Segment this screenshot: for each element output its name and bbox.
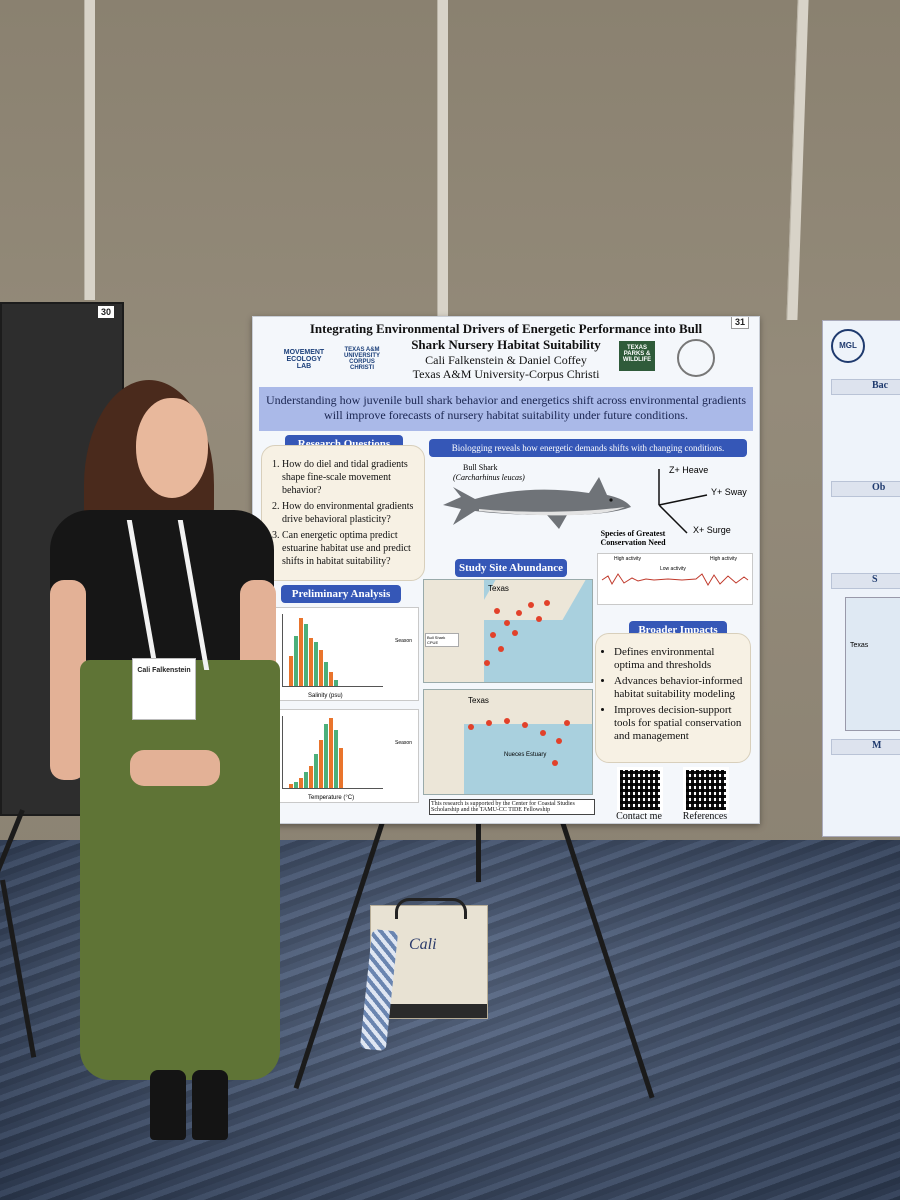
histogram-bar bbox=[319, 740, 323, 788]
conservation-note: Species of Greatest Conservation Need bbox=[600, 529, 666, 547]
question-2: How do environmental gradients drive beh… bbox=[282, 500, 418, 526]
axis-sway: Y+ Sway bbox=[711, 487, 747, 497]
adjacent-header: Bac bbox=[831, 379, 900, 395]
shark-name: Bull Shark bbox=[463, 463, 498, 472]
trace-label: High activity bbox=[614, 556, 641, 562]
histogram-bar bbox=[324, 724, 328, 788]
accelerometer-axes-icon bbox=[658, 469, 708, 534]
study-site-map-bottom: Texas Nueces Estuary bbox=[423, 689, 593, 795]
histogram-bar bbox=[304, 772, 308, 788]
bag-text: Cali bbox=[409, 936, 437, 953]
study-site-map-top: Texas bbox=[423, 579, 593, 683]
hands bbox=[130, 750, 220, 786]
histogram-bar bbox=[289, 656, 293, 686]
poster-authors: Cali Falkenstein & Daniel Coffey bbox=[425, 353, 587, 367]
shark-scientific-name: (Carcharhinus leucas) bbox=[453, 473, 525, 482]
histogram-bar bbox=[294, 636, 298, 686]
broader-impacts-box: Defines environmental optima and thresho… bbox=[595, 633, 751, 763]
biologging-header: Biologging reveals how energetic demands… bbox=[429, 439, 747, 457]
histogram-bar bbox=[334, 680, 338, 686]
map-label-texas: Texas bbox=[468, 696, 489, 705]
estuary-label: Nueces Estuary bbox=[504, 752, 547, 758]
poster-banner: Understanding how juvenile bull shark be… bbox=[259, 387, 753, 431]
shoe bbox=[150, 1070, 186, 1140]
research-questions-box: How do diel and tidal gradients shape fi… bbox=[261, 445, 425, 581]
easel-leg bbox=[476, 822, 481, 882]
booth-number-center: 31 bbox=[731, 317, 750, 329]
study-site-header: Study Site Abundance bbox=[455, 559, 567, 577]
question-1: How do diel and tidal gradients shape fi… bbox=[282, 458, 418, 497]
histogram-bar bbox=[299, 778, 303, 788]
season-legend: Season bbox=[395, 638, 412, 644]
pants bbox=[80, 660, 280, 1080]
shirt bbox=[50, 510, 274, 660]
histogram-bar bbox=[294, 782, 298, 788]
salinity-axis-label: Salinity (psu) bbox=[308, 693, 343, 699]
tamucc-logo: TEXAS A&M UNIVERSITY CORPUS CHRISTI bbox=[343, 347, 380, 371]
movement-lab-logo: MOVEMENT ECOLOGY LAB bbox=[283, 349, 325, 370]
histogram-bar bbox=[299, 618, 303, 686]
contact-qr-code[interactable] bbox=[617, 767, 663, 813]
face bbox=[136, 398, 208, 498]
name-badge: Cali Falkenstein bbox=[132, 658, 196, 720]
research-poster: Integrating Environmental Drivers of Ene… bbox=[252, 316, 760, 824]
tpwd-logo: TEXAS PARKS & WILDLIFE bbox=[619, 341, 655, 371]
shoe bbox=[192, 1070, 228, 1140]
axis-surge: X+ Surge bbox=[693, 525, 731, 535]
temperature-axis-label: Temperature (°C) bbox=[308, 795, 355, 801]
histogram-bar bbox=[329, 718, 333, 788]
cpue-legend-top: Bull Shark CPUE bbox=[425, 633, 459, 647]
badge-name: Cali Falkenstein bbox=[137, 667, 191, 674]
histogram-bar bbox=[314, 754, 318, 788]
preliminary-analysis-header: Preliminary Analysis bbox=[281, 585, 401, 603]
acknowledgement: This research is supported by the Center… bbox=[429, 799, 595, 815]
adjacent-header: S bbox=[831, 573, 900, 589]
adjacent-header: Ob bbox=[831, 481, 900, 497]
season-legend: Season bbox=[395, 740, 412, 746]
histogram-bar bbox=[339, 748, 343, 788]
histogram-bar bbox=[309, 638, 313, 686]
histogram-bar bbox=[314, 642, 318, 686]
impact-1: Defines environmental optima and thresho… bbox=[614, 646, 746, 672]
references-qr-code[interactable] bbox=[683, 767, 729, 813]
trace-label: Low activity bbox=[660, 566, 686, 572]
map-label-texas: Texas bbox=[488, 584, 509, 593]
references-label: References bbox=[682, 811, 728, 822]
bag-stripe bbox=[371, 1004, 487, 1018]
adjacent-header: M bbox=[831, 739, 900, 755]
histogram-bar bbox=[334, 730, 338, 788]
histogram-bar bbox=[319, 650, 323, 686]
contact-label: Contact me bbox=[616, 811, 662, 822]
wall-seam bbox=[84, 0, 95, 300]
histogram-bar bbox=[309, 766, 313, 788]
impact-2: Advances behavior-informed habitat suita… bbox=[614, 675, 746, 701]
histogram-bar bbox=[289, 784, 293, 788]
salinity-histogram: Salinity (psu) Season bbox=[267, 607, 419, 701]
question-3: Can energetic optima predict estuarine h… bbox=[282, 529, 418, 568]
histogram-bar bbox=[329, 672, 333, 686]
histogram-bar bbox=[304, 624, 308, 686]
adjacent-map: Texas bbox=[845, 597, 900, 731]
axis-heave: Z+ Heave bbox=[669, 465, 709, 475]
coastal-logo bbox=[677, 339, 715, 377]
histogram-bar bbox=[324, 662, 328, 686]
bull-shark-illustration bbox=[443, 477, 631, 529]
acceleration-trace: High activity Low activity High activity bbox=[597, 553, 753, 605]
mgl-logo: MGL bbox=[831, 329, 865, 363]
booth-number-left: 30 bbox=[98, 306, 115, 318]
trace-label: High activity bbox=[710, 556, 737, 562]
poster-title: Integrating Environmental Drivers of Ene… bbox=[309, 321, 703, 352]
temperature-histogram: Temperature (°C) Season bbox=[267, 709, 419, 803]
adjacent-poster: MGL Bac Ob S Texas M bbox=[822, 320, 900, 837]
wall-seam bbox=[437, 0, 448, 316]
presenter: Cali Falkenstein bbox=[40, 380, 290, 1150]
impact-3: Improves decision-support tools for spat… bbox=[614, 704, 746, 743]
bag-handle bbox=[395, 898, 467, 919]
poster-affiliation: Texas A&M University-Corpus Christi bbox=[412, 367, 600, 381]
